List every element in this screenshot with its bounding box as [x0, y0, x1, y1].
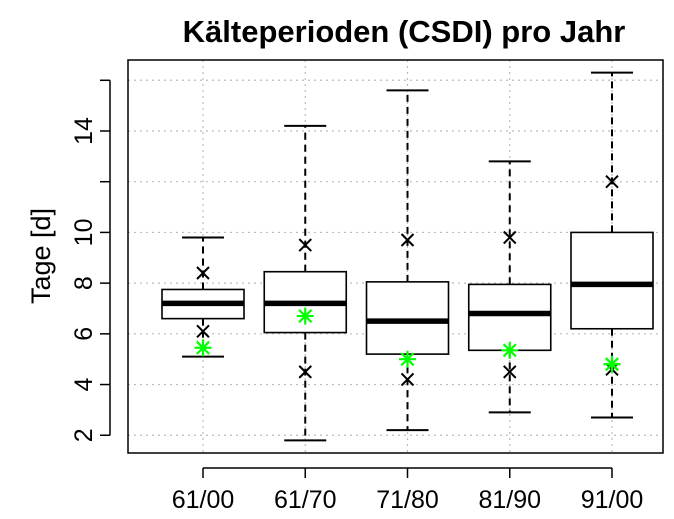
x-marker [298, 238, 312, 252]
y-tick-label: 2 [70, 428, 98, 442]
box [467, 283, 552, 352]
x-marker-stroke [196, 324, 210, 339]
green-star-marker [194, 339, 212, 357]
chart-title: Kälteperioden (CSDI) pro Jahr [183, 14, 626, 49]
y-tick-label: 14 [70, 117, 98, 145]
star-stroke [298, 309, 313, 324]
x-marker-stroke [400, 233, 415, 247]
star-stroke [196, 340, 210, 355]
green-star-marker [501, 341, 519, 359]
x-tick-label: 91/00 [581, 486, 644, 514]
x-marker [503, 365, 517, 379]
star-stroke [605, 357, 619, 372]
x-marker [298, 365, 312, 379]
x-marker [400, 372, 415, 387]
green-star-marker [296, 307, 314, 325]
x-tick-label: 71/80 [376, 486, 439, 514]
x-marker-stroke [298, 238, 312, 252]
x-marker-stroke [503, 230, 517, 245]
x-marker [503, 230, 517, 245]
x-marker-stroke [298, 365, 312, 379]
y-tick-label: 8 [70, 276, 98, 290]
y-tick-label: 4 [70, 377, 98, 391]
x-marker-stroke [400, 372, 415, 387]
x-marker [196, 266, 210, 280]
x-tick-label: 61/00 [172, 486, 235, 514]
axes: 2 4 6 8 10 14 61/00 61/70 71/80 81/90 91/00 [70, 79, 644, 514]
box [570, 231, 654, 330]
green-star-marker [603, 355, 621, 373]
plot-area [161, 71, 654, 442]
x-tick-label: 61/70 [274, 486, 337, 514]
x-marker [196, 324, 210, 339]
plot-border [127, 59, 664, 454]
green-star-marker [399, 350, 416, 368]
x-marker-stroke [503, 365, 517, 379]
star-stroke [502, 343, 517, 358]
box [365, 281, 450, 355]
y-tick-label: 6 [70, 327, 98, 341]
star-stroke [400, 352, 415, 367]
x-tick-label: 81/90 [478, 486, 541, 514]
x-marker [605, 174, 619, 189]
x-marker [400, 233, 415, 247]
x-marker-stroke [605, 174, 619, 189]
x-marker-stroke [196, 266, 210, 280]
y-axis-label: Tage [d] [26, 208, 56, 304]
y-tick-label: 10 [70, 219, 98, 247]
